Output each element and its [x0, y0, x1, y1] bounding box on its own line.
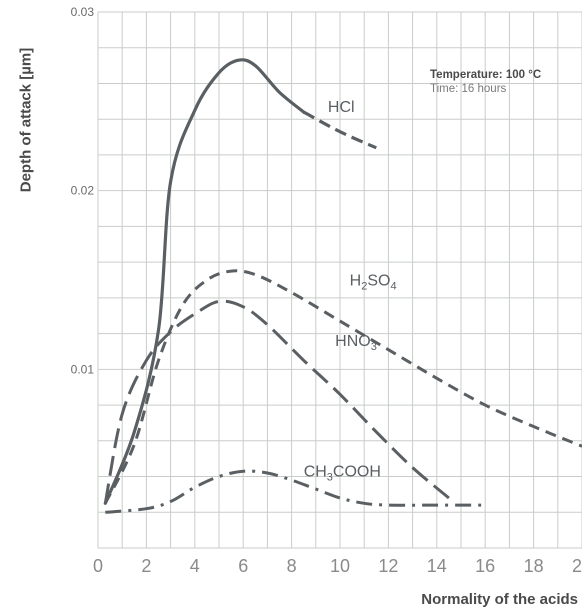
series-line-hcl-dashed	[302, 110, 377, 150]
series-label-ch3cooh: CH3COOH	[304, 464, 381, 484]
x-tick-label: 0	[93, 556, 103, 576]
series-line-h2so4	[103, 269, 582, 504]
x-tick-label: 4	[190, 556, 200, 576]
series-line-hno3	[103, 299, 450, 504]
grid	[97, 11, 582, 549]
conditions-annotation: Temperature: 100 °C Time: 16 hours	[430, 68, 541, 96]
y-tick-label: 0.02	[71, 184, 95, 198]
temperature-text: Temperature: 100 °C	[430, 69, 542, 81]
x-tick-labels: 0 2 4 6 8 10 12 14 16 18 20	[93, 556, 582, 576]
series-label-hno3: HNO3	[335, 333, 377, 353]
y-tick-label: 0.01	[71, 362, 95, 376]
x-tick-label: 8	[287, 556, 297, 576]
x-tick-label: 10	[330, 556, 350, 576]
series-line-hcl	[103, 58, 306, 505]
series-labels: HCl H2SO4 HNO3 CH3COOH	[304, 99, 397, 483]
series-label-hcl: HCl	[328, 99, 355, 116]
x-tick-label: 16	[475, 556, 495, 576]
x-tick-label: 20	[572, 556, 582, 576]
y-tick-labels: 0.01 0.02 0.03	[71, 5, 95, 376]
series-line-ch3cooh	[105, 469, 486, 514]
x-tick-label: 2	[141, 556, 151, 576]
x-axis-label: Normality of the acids	[421, 591, 578, 608]
series-label-h2so4: H2SO4	[350, 272, 397, 292]
y-tick-label: 0.03	[71, 5, 95, 19]
x-tick-label: 14	[427, 556, 447, 576]
time-text: Time: 16 hours	[430, 83, 507, 95]
series-lines	[103, 58, 582, 514]
x-tick-label: 18	[524, 556, 544, 576]
x-tick-label: 12	[378, 556, 398, 576]
x-tick-label: 6	[238, 556, 248, 576]
y-axis-label: Depth of attack [µm]	[17, 47, 35, 193]
